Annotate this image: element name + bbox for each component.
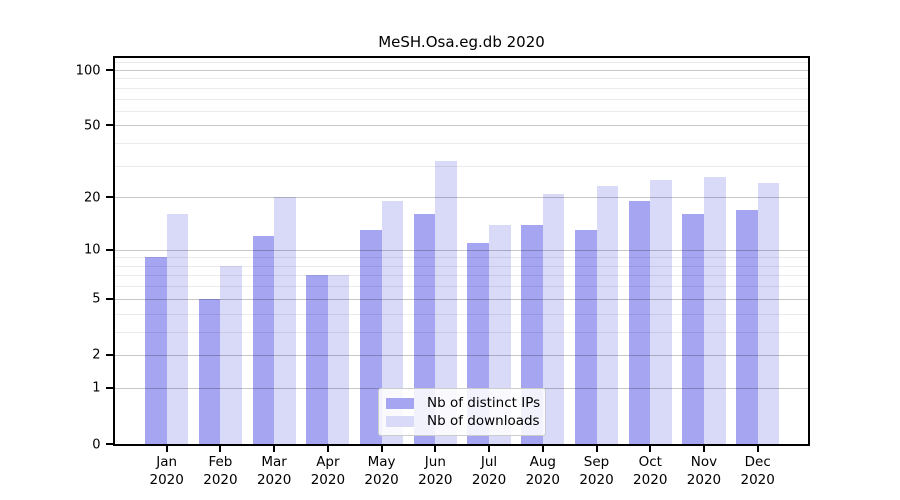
legend-swatch-distinct-ips xyxy=(386,397,414,409)
x-tick-mar xyxy=(273,446,276,452)
x-tick-feb xyxy=(219,446,222,452)
x-tick-label-apr: Apr 2020 xyxy=(310,454,346,488)
x-tick-label-nov: Nov 2020 xyxy=(686,454,722,488)
x-tick-dec xyxy=(756,446,759,452)
minor-gridline-110 xyxy=(114,62,808,64)
minor-gridline-4 xyxy=(114,313,808,315)
legend-swatch-downloads xyxy=(386,415,414,427)
bar-downloads-aug xyxy=(542,193,565,444)
y-tick-label-10: 10 xyxy=(83,242,101,258)
minor-gridline-7 xyxy=(114,275,808,277)
bar-ips-jun xyxy=(413,214,436,444)
bar-ips-sep xyxy=(574,230,597,444)
x-tick-label-oct: Oct 2020 xyxy=(633,454,668,488)
legend-item-distinct-ips: Nb of distinct IPs xyxy=(386,394,541,412)
y-tick-5 xyxy=(105,297,113,300)
bar-downloads-nov xyxy=(703,176,726,444)
chart-title: MeSH.Osa.eg.db 2020 xyxy=(378,33,545,51)
bar-ips-apr xyxy=(306,275,328,444)
bar-downloads-mar xyxy=(274,197,296,444)
legend: Nb of distinct IPs Nb of downloads xyxy=(378,388,546,436)
y-tick-label-5: 5 xyxy=(92,291,101,307)
minor-gridline-9 xyxy=(114,257,808,259)
minor-gridline-3 xyxy=(114,331,808,333)
major-gridline-20 xyxy=(114,197,808,199)
major-gridline-100 xyxy=(114,70,808,71)
x-tick-oct xyxy=(649,446,652,452)
x-tick-label-sep: Sep 2020 xyxy=(579,454,614,488)
legend-label-downloads: Nb of downloads xyxy=(427,413,540,429)
y-tick-50 xyxy=(105,124,113,127)
bar-ips-oct xyxy=(628,201,651,444)
x-tick-label-feb: Feb 2020 xyxy=(203,454,238,488)
x-tick-label-mar: Mar 2020 xyxy=(256,454,292,488)
x-tick-label-jul: Jul 2020 xyxy=(471,454,507,488)
x-tick-label-jan: Jan 2020 xyxy=(149,454,184,488)
x-tick-may xyxy=(380,446,383,452)
bar-downloads-jun xyxy=(435,160,457,444)
y-tick-1 xyxy=(105,386,113,389)
bar-downloads-oct xyxy=(650,179,672,444)
x-tick-jul xyxy=(488,446,491,452)
minor-gridline-70 xyxy=(114,98,808,100)
legend-label-distinct-ips: Nb of distinct IPs xyxy=(427,395,541,411)
minor-gridline-30 xyxy=(114,165,808,167)
bar-downloads-apr xyxy=(327,275,350,444)
minor-gridline-40 xyxy=(114,143,808,145)
major-gridline-10 xyxy=(114,249,808,251)
x-tick-apr xyxy=(326,446,329,452)
major-gridline-50 xyxy=(114,125,808,127)
x-tick-label-jun: Jun 2020 xyxy=(418,454,453,488)
x-tick-aug xyxy=(541,446,544,452)
minor-gridline-6 xyxy=(114,286,808,288)
x-tick-nov xyxy=(702,446,705,452)
major-gridline-5 xyxy=(114,298,808,300)
bar-downloads-may xyxy=(381,201,404,444)
minor-gridline-8 xyxy=(114,265,808,267)
bar-ips-jan xyxy=(145,257,167,444)
y-tick-10 xyxy=(105,248,113,251)
y-tick-label-2: 2 xyxy=(92,347,101,363)
minor-gridline-60 xyxy=(114,110,808,112)
x-tick-jan xyxy=(165,446,168,452)
y-tick-label-50: 50 xyxy=(83,118,101,134)
bar-ips-may xyxy=(360,230,382,444)
minor-gridline-90 xyxy=(114,78,808,80)
x-tick-sep xyxy=(595,446,598,452)
y-tick-label-1: 1 xyxy=(92,380,101,396)
y-tick-100 xyxy=(105,69,113,71)
bar-downloads-feb xyxy=(220,265,243,444)
y-tick-label-20: 20 xyxy=(83,190,101,206)
bar-ips-nov xyxy=(682,214,704,444)
y-tick-20 xyxy=(105,196,113,199)
major-gridline-2 xyxy=(114,354,808,356)
x-tick-label-may: May 2020 xyxy=(364,454,399,488)
bar-downloads-sep xyxy=(596,186,619,444)
bar-ips-dec xyxy=(736,209,758,444)
minor-gridline-80 xyxy=(114,87,808,89)
y-tick-2 xyxy=(105,353,113,356)
bar-downloads-jan xyxy=(166,214,189,444)
x-tick-label-dec: Dec 2020 xyxy=(740,454,775,488)
y-tick-label-0: 0 xyxy=(92,437,101,452)
y-tick-label-100: 100 xyxy=(75,63,101,78)
y-tick-0 xyxy=(105,443,113,445)
bar-ips-mar xyxy=(252,236,275,444)
bar-ips-feb xyxy=(198,298,221,444)
x-tick-jun xyxy=(434,446,437,452)
x-tick-label-aug: Aug 2020 xyxy=(525,454,560,488)
legend-item-downloads: Nb of downloads xyxy=(386,412,540,430)
bar-downloads-dec xyxy=(757,183,780,444)
